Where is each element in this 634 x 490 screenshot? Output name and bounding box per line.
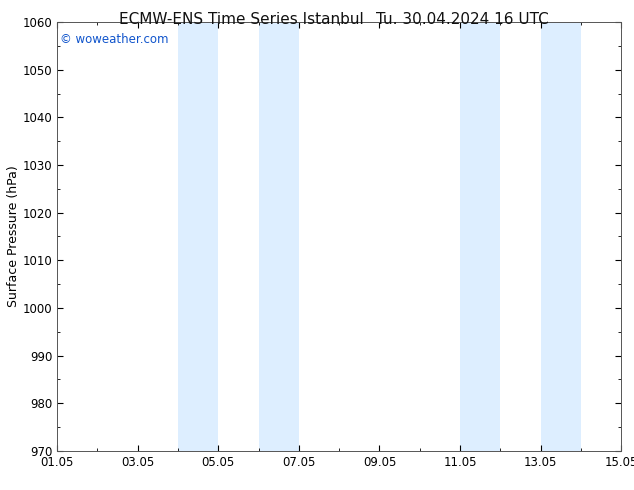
Bar xyxy=(541,22,581,451)
Text: ECMW-ENS Time Series Istanbul: ECMW-ENS Time Series Istanbul xyxy=(119,12,363,27)
Y-axis label: Surface Pressure (hPa): Surface Pressure (hPa) xyxy=(7,166,20,307)
Bar xyxy=(259,22,299,451)
Bar xyxy=(460,22,500,451)
Bar xyxy=(178,22,218,451)
Text: © woweather.com: © woweather.com xyxy=(60,33,169,46)
Text: Tu. 30.04.2024 16 UTC: Tu. 30.04.2024 16 UTC xyxy=(377,12,549,27)
